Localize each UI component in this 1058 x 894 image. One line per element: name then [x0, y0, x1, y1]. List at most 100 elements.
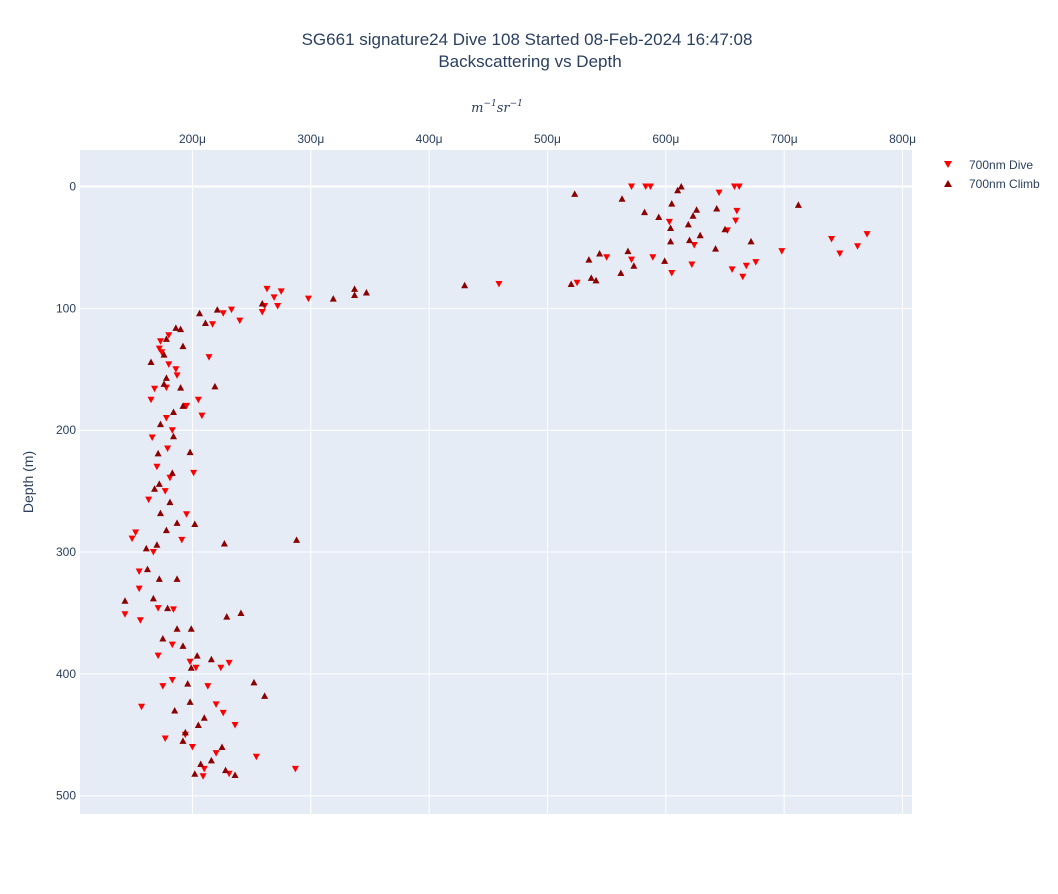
data-point[interactable] [362, 289, 370, 296]
data-point[interactable] [693, 206, 701, 213]
data-point[interactable] [162, 335, 170, 342]
data-point[interactable] [183, 511, 191, 518]
data-point[interactable] [154, 652, 162, 660]
data-point[interactable] [291, 765, 299, 773]
data-point[interactable] [250, 678, 258, 686]
data-point[interactable] [154, 605, 162, 612]
data-point[interactable] [667, 224, 675, 231]
data-point[interactable] [186, 658, 194, 666]
data-point[interactable] [661, 257, 669, 264]
data-point[interactable] [587, 274, 595, 281]
data-point[interactable] [646, 183, 654, 191]
data-point[interactable] [649, 254, 657, 261]
data-point[interactable] [204, 683, 212, 690]
data-point[interactable] [162, 526, 170, 534]
data-point[interactable] [212, 701, 220, 708]
data-point[interactable] [159, 635, 167, 642]
data-point[interactable] [642, 183, 650, 191]
data-point[interactable] [277, 288, 285, 295]
legend-item-dive[interactable]: 700nm Dive [944, 158, 1033, 172]
data-point[interactable] [194, 721, 202, 729]
data-point[interactable] [735, 183, 743, 191]
data-point[interactable] [200, 714, 208, 721]
data-point[interactable] [193, 652, 201, 659]
data-point[interactable] [153, 463, 161, 471]
data-point[interactable] [211, 382, 219, 390]
data-point[interactable] [624, 247, 632, 255]
data-point[interactable] [187, 625, 195, 632]
data-point[interactable] [156, 420, 164, 428]
data-point[interactable] [225, 659, 233, 667]
data-point[interactable] [274, 302, 282, 310]
data-point[interactable] [252, 753, 260, 761]
data-point[interactable] [329, 295, 337, 302]
data-point[interactable] [573, 279, 581, 287]
data-point[interactable] [168, 676, 176, 684]
data-point[interactable] [351, 285, 359, 292]
data-point[interactable] [667, 237, 675, 245]
data-point[interactable] [162, 374, 170, 381]
data-point[interactable] [166, 498, 174, 506]
data-point[interactable] [258, 300, 266, 307]
data-point[interactable] [747, 237, 755, 245]
data-point[interactable] [142, 544, 150, 552]
data-point[interactable] [179, 402, 187, 409]
data-point[interactable] [641, 208, 649, 216]
data-point[interactable] [121, 611, 129, 618]
data-point[interactable] [828, 235, 836, 243]
data-point[interactable] [219, 310, 227, 317]
data-point[interactable] [196, 309, 204, 317]
data-point[interactable] [585, 256, 593, 263]
data-point[interactable] [712, 245, 720, 252]
data-point[interactable] [161, 488, 169, 495]
data-point[interactable] [461, 281, 469, 289]
data-point[interactable] [188, 743, 196, 751]
data-point[interactable] [165, 332, 173, 339]
data-point[interactable] [261, 692, 269, 699]
data-point[interactable] [155, 345, 163, 353]
data-point[interactable] [222, 766, 230, 774]
data-point[interactable] [191, 770, 199, 777]
data-point[interactable] [220, 540, 228, 547]
data-point[interactable] [172, 324, 180, 331]
data-point[interactable] [231, 771, 239, 779]
data-point[interactable] [207, 756, 215, 764]
data-point[interactable] [135, 568, 143, 576]
data-point[interactable] [192, 664, 200, 672]
data-point[interactable] [128, 535, 136, 543]
data-point[interactable] [219, 709, 227, 717]
data-point[interactable] [304, 295, 312, 303]
data-point[interactable] [715, 189, 723, 197]
data-point[interactable] [160, 351, 168, 358]
data-point[interactable] [179, 737, 187, 744]
data-point[interactable] [151, 485, 159, 492]
data-point[interactable] [713, 204, 721, 212]
data-point[interactable] [173, 575, 181, 582]
data-point[interactable] [159, 683, 167, 690]
data-point[interactable] [236, 317, 244, 325]
data-point[interactable] [197, 760, 205, 768]
data-point[interactable] [690, 242, 698, 249]
data-point[interactable] [293, 536, 301, 543]
data-point[interactable] [628, 183, 636, 191]
data-point[interactable] [154, 449, 162, 457]
data-point[interactable] [689, 212, 697, 219]
data-point[interactable] [630, 262, 638, 269]
data-point[interactable] [155, 480, 163, 487]
data-point[interactable] [863, 231, 871, 238]
data-point[interactable] [172, 366, 180, 373]
data-point[interactable] [684, 220, 692, 228]
data-point[interactable] [171, 706, 179, 714]
data-point[interactable] [136, 617, 144, 624]
data-point[interactable] [263, 285, 271, 293]
data-point[interactable] [721, 225, 729, 233]
data-point[interactable] [209, 321, 217, 328]
data-point[interactable] [571, 190, 579, 197]
data-point[interactable] [199, 773, 207, 780]
data-point[interactable] [730, 183, 738, 191]
data-point[interactable] [158, 349, 166, 356]
data-point[interactable] [655, 213, 663, 221]
data-point[interactable] [153, 541, 161, 548]
data-point[interactable] [223, 613, 231, 620]
data-point[interactable] [186, 448, 194, 456]
